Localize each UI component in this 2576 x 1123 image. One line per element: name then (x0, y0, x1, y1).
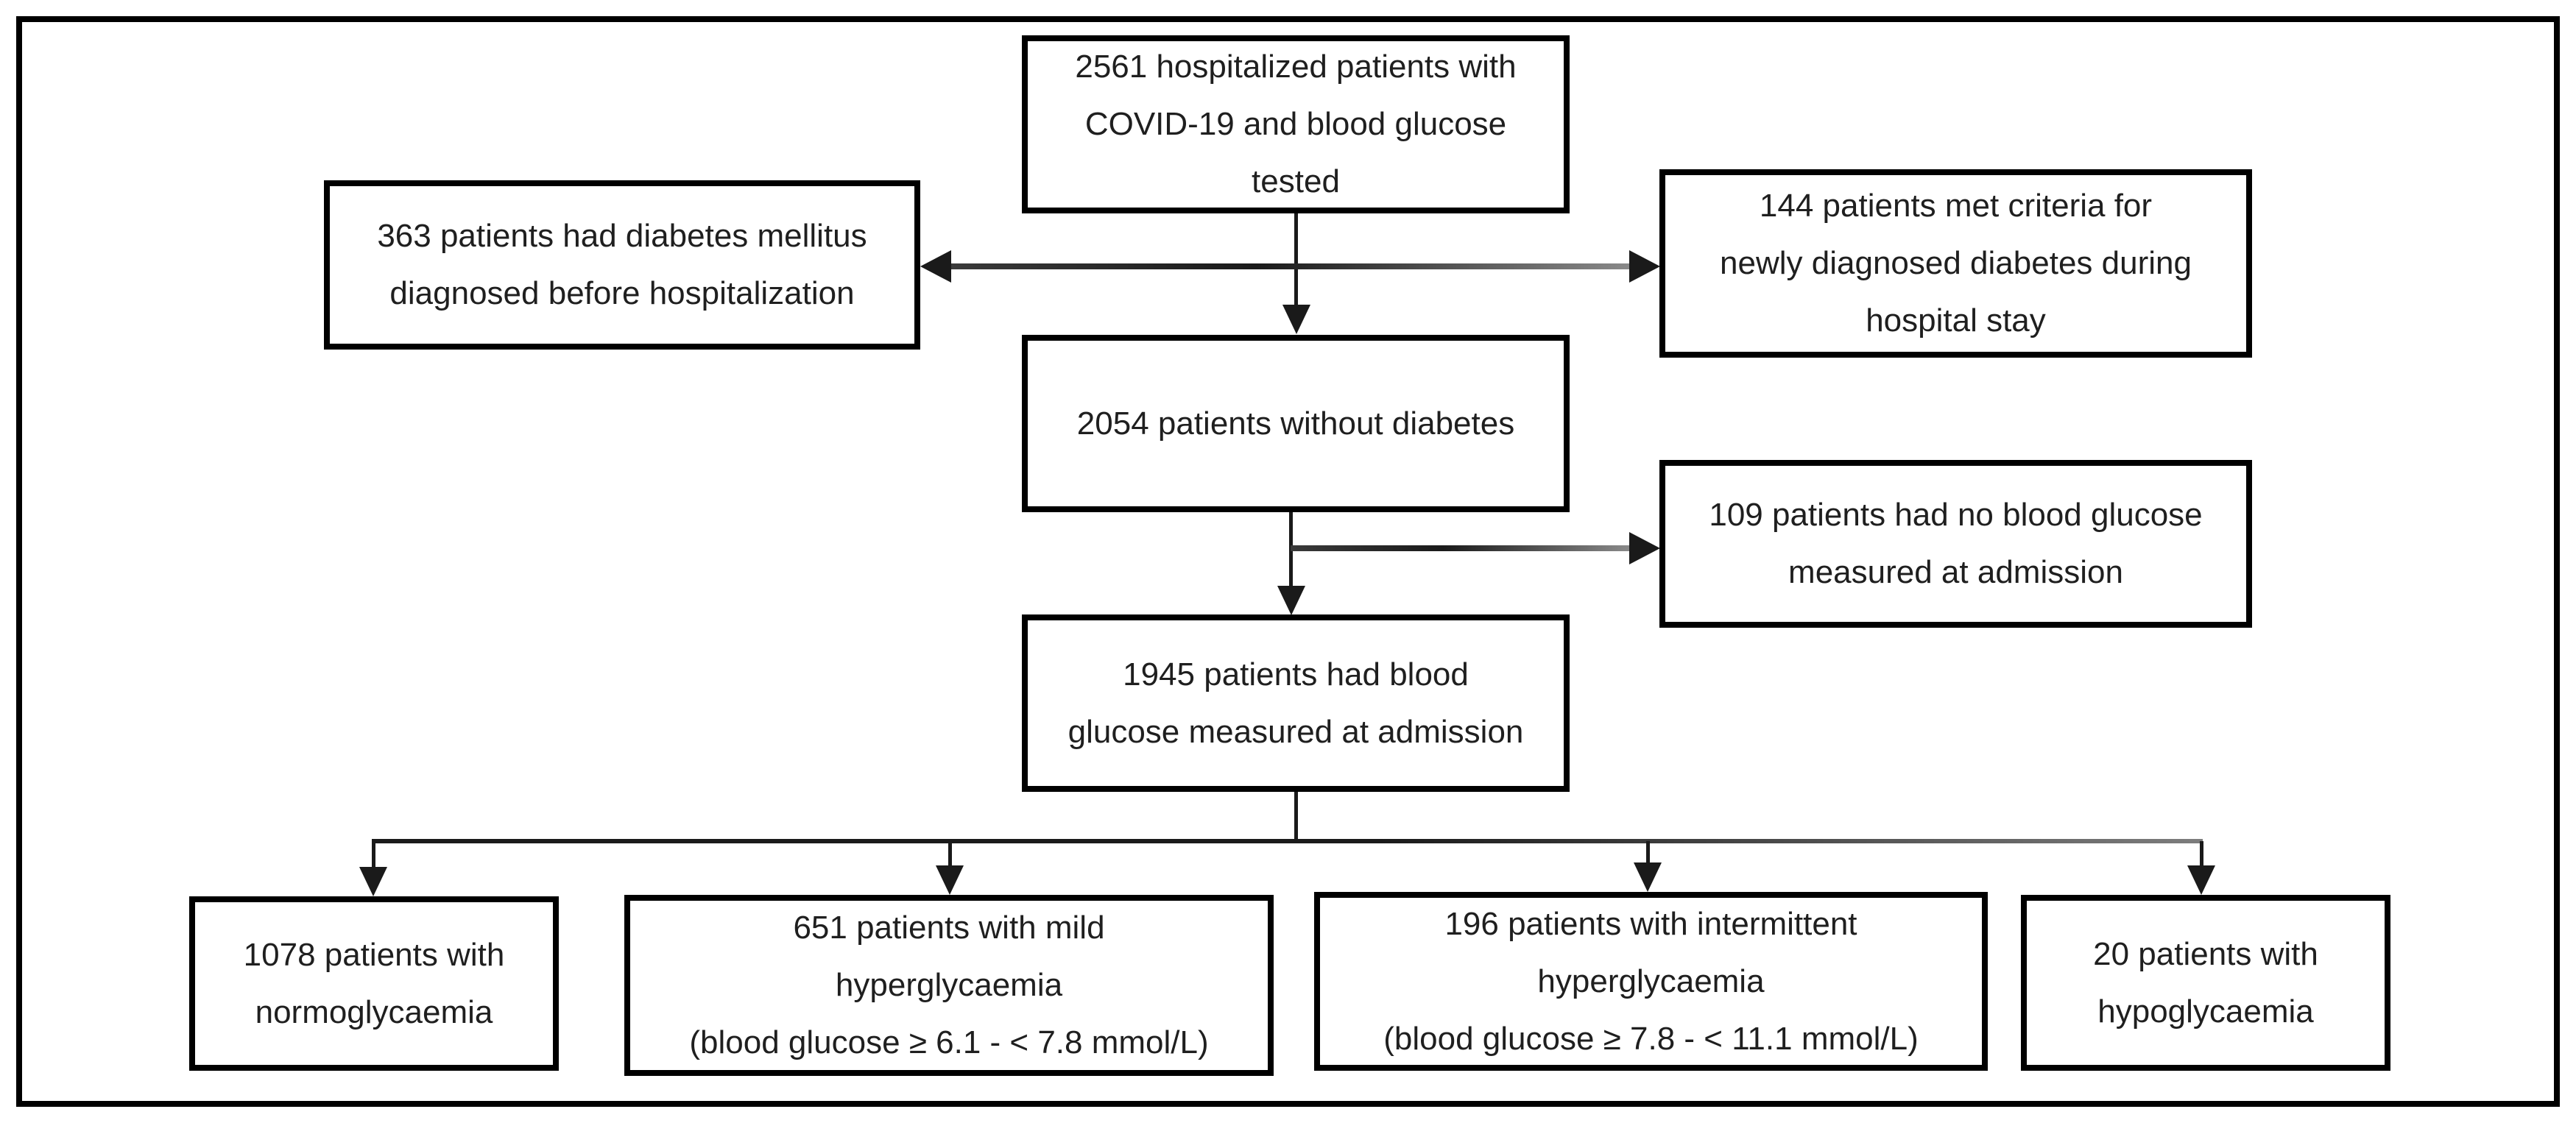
node-glucose-measured: 1945 patients had blood glucose measured… (1022, 614, 1570, 792)
node-glucose-measured-text: 1945 patients had blood glucose measured… (1068, 656, 1524, 750)
arrowhead-down-intermittent-hyperglycaemia (1634, 862, 1662, 892)
node-total-patients-text: 2561 hospitalized patients with COVID-19… (1075, 49, 1517, 199)
node-preexisting-diabetes: 363 patients had diabetes mellitus diagn… (324, 180, 920, 350)
connector-total-to-without-diabetes (1294, 213, 1298, 306)
node-mild-hyperglycaemia: 651 patients with mild hyperglycaemia (b… (624, 895, 1274, 1076)
node-normoglycaemia: 1078 patients with normoglycaemia (189, 896, 559, 1071)
node-without-diabetes: 2054 patients without diabetes (1022, 335, 1570, 512)
node-newly-diagnosed-diabetes-text: 144 patients met criteria for newly diag… (1720, 188, 2192, 339)
connector-measured-to-rail (1294, 792, 1298, 843)
arrowhead-down-without-diabetes (1282, 305, 1310, 334)
node-normoglycaemia-text: 1078 patients with normoglycaemia (243, 936, 505, 1030)
connector-drop-intermittent-hyperglycaemia (1646, 841, 1650, 864)
connector-branch-no-glucose (1291, 545, 1631, 551)
arrowhead-down-glucose-measured (1277, 586, 1305, 615)
node-intermittent-hyperglycaemia-text: 196 patients with intermittent hyperglyc… (1383, 905, 1919, 1057)
node-preexisting-diabetes-text: 363 patients had diabetes mellitus diagn… (377, 218, 867, 311)
connector-branch-diabetes (948, 263, 1633, 269)
node-intermittent-hyperglycaemia: 196 patients with intermittent hyperglyc… (1314, 892, 1988, 1071)
connector-drop-mild-hyperglycaemia (948, 841, 952, 867)
node-newly-diagnosed-diabetes: 144 patients met criteria for newly diag… (1659, 169, 2252, 358)
node-without-diabetes-text: 2054 patients without diabetes (1076, 405, 1515, 442)
node-no-glucose-measured-text: 109 patients had no blood glucose measur… (1709, 497, 2203, 590)
node-mild-hyperglycaemia-text: 651 patients with mild hyperglycaemia (b… (689, 910, 1209, 1060)
node-no-glucose-measured: 109 patients had no blood glucose measur… (1659, 460, 2252, 628)
arrowhead-right-newly-diagnosed (1629, 250, 1660, 283)
arrowhead-down-mild-hyperglycaemia (936, 865, 964, 895)
connector-bottom-rail (372, 839, 2203, 843)
connector-drop-hypoglycaemia (2200, 841, 2203, 867)
arrowhead-down-hypoglycaemia (2187, 865, 2215, 895)
arrowhead-down-normoglycaemia (359, 867, 387, 896)
node-hypoglycaemia: 20 patients with hypoglycaemia (2021, 895, 2390, 1071)
connector-drop-normoglycaemia (372, 841, 375, 868)
arrowhead-right-no-glucose (1629, 532, 1660, 564)
node-total-patients: 2561 hospitalized patients with COVID-19… (1022, 35, 1570, 213)
arrowhead-left-preexisting-diabetes (920, 250, 951, 283)
node-hypoglycaemia-text: 20 patients with hypoglycaemia (2093, 935, 2318, 1030)
